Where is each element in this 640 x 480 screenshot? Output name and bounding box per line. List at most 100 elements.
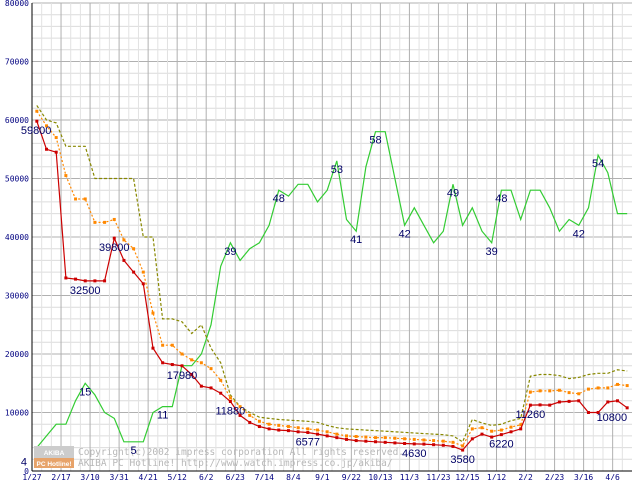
average_price-point bbox=[83, 197, 87, 201]
average_price-point bbox=[306, 427, 310, 431]
average_price-point bbox=[112, 217, 116, 221]
min_price-point bbox=[132, 270, 136, 274]
min_price-point bbox=[577, 399, 581, 403]
average_price-point bbox=[219, 378, 223, 382]
average_price-point bbox=[451, 440, 455, 444]
min_price-point bbox=[490, 435, 494, 439]
shop_count-line bbox=[36, 131, 628, 448]
x-tick-label: 7/14 bbox=[255, 473, 274, 480]
min_price-point bbox=[432, 443, 436, 447]
min_price-point bbox=[480, 432, 484, 436]
data-labels: 59800 39800 32500 17980 11880 6577 4630 3580 622… bbox=[21, 125, 627, 468]
min_price-data-label: 10800 bbox=[597, 412, 628, 424]
min_price-point bbox=[180, 364, 184, 368]
watermark: AKIBA PC Hotline! Copyright(c)2002 impre… bbox=[34, 446, 404, 469]
akiba-logo: AKIBA PC Hotline! bbox=[34, 446, 74, 468]
min_price-point bbox=[199, 384, 203, 388]
min_price-point bbox=[412, 442, 416, 446]
grid-lines bbox=[31, 2, 632, 472]
average_price-point bbox=[122, 238, 126, 242]
average_price-point bbox=[383, 436, 387, 440]
y-tick-label: 40000 bbox=[5, 233, 29, 242]
average_price-point bbox=[277, 423, 281, 427]
min_price-point bbox=[248, 420, 252, 424]
min_price-data-label: 39800 bbox=[99, 242, 130, 254]
average_price-point bbox=[393, 436, 397, 440]
average_price-point bbox=[412, 437, 416, 441]
x-tick-label: 9/1 bbox=[315, 473, 330, 480]
min_price-point bbox=[364, 439, 368, 443]
average_price-line bbox=[36, 110, 628, 447]
min_price-point bbox=[335, 436, 339, 440]
average_price-point bbox=[432, 439, 436, 443]
min_price-point bbox=[606, 400, 610, 404]
min_price-point bbox=[315, 432, 319, 436]
x-tick-label: 3/16 bbox=[574, 473, 593, 480]
x-tick-label: 4/6 bbox=[605, 473, 620, 480]
average_price-point bbox=[480, 426, 484, 430]
min_price-point bbox=[151, 346, 155, 350]
min_price-point bbox=[103, 279, 107, 283]
min_price-point bbox=[586, 411, 590, 414]
min_price-data-label: 4630 bbox=[402, 448, 426, 460]
average_price-point bbox=[54, 136, 58, 140]
average_price-point bbox=[586, 387, 590, 391]
average_price-point bbox=[257, 419, 261, 423]
y-tick-label: 50000 bbox=[5, 175, 29, 184]
min_price-point bbox=[538, 403, 542, 407]
logo-text-top: AKIBA bbox=[44, 450, 65, 457]
shop_count-data-label: 54 bbox=[592, 158, 604, 170]
average_price-point bbox=[374, 436, 378, 440]
y-tick-label: 20000 bbox=[5, 350, 29, 359]
min_price-point bbox=[35, 119, 39, 123]
min_price-point bbox=[74, 277, 78, 281]
average_price-point bbox=[470, 427, 474, 431]
min_price-point bbox=[219, 391, 223, 395]
min_price-data-label: 6220 bbox=[489, 439, 513, 451]
average_price-point bbox=[596, 386, 600, 390]
min_price-point bbox=[345, 437, 349, 441]
min_price-point bbox=[306, 431, 310, 435]
average_price-point bbox=[441, 439, 445, 443]
x-tick-label: 3/31 bbox=[109, 473, 128, 480]
y-axis-ticks: 0 10000 20000 30000 40000 50000 60000 70000 8000… bbox=[5, 0, 29, 476]
average_price-point bbox=[354, 434, 358, 438]
min_price-point bbox=[141, 282, 145, 286]
min_price-point bbox=[45, 147, 49, 151]
x-tick-label: 6/2 bbox=[199, 473, 214, 480]
shop_count-data-label: 48 bbox=[495, 193, 507, 205]
average_price-point bbox=[490, 429, 494, 433]
max_price-line bbox=[36, 105, 628, 443]
y-tick-label: 30000 bbox=[5, 292, 29, 301]
average_price-point bbox=[190, 358, 194, 362]
logo-text-bottom: PC Hotline! bbox=[36, 461, 71, 468]
min_price-point bbox=[325, 434, 329, 438]
min_price-point bbox=[393, 441, 397, 445]
average_price-point bbox=[548, 389, 552, 393]
average_price-point bbox=[345, 434, 349, 438]
average_price-point bbox=[335, 432, 339, 436]
x-tick-label: 1/27 bbox=[22, 473, 41, 480]
average_price-point bbox=[170, 343, 174, 347]
min_price-data-label: 3580 bbox=[450, 454, 474, 466]
average_price-point bbox=[538, 389, 542, 393]
min_price-point bbox=[596, 411, 600, 414]
min_price-point bbox=[403, 442, 407, 446]
site-url-text: AKIBA PC Hotline! http://www.watch.impre… bbox=[78, 458, 393, 469]
shop_count-data-label: 39 bbox=[486, 246, 498, 258]
min_price-point bbox=[557, 400, 561, 404]
min_price-point bbox=[528, 403, 532, 407]
min_price-point bbox=[499, 433, 503, 437]
series-group bbox=[35, 105, 629, 452]
min_price-point bbox=[296, 430, 300, 434]
min_price-point bbox=[190, 372, 194, 376]
average_price-point bbox=[403, 437, 407, 441]
min_price-data-label: 17980 bbox=[167, 370, 198, 382]
min_price-point bbox=[112, 236, 116, 240]
min_price-point bbox=[54, 150, 58, 154]
average_price-point bbox=[209, 367, 213, 371]
x-tick-label: 11/23 bbox=[426, 473, 450, 480]
min_price-point bbox=[286, 429, 290, 433]
average_price-point bbox=[161, 343, 165, 347]
